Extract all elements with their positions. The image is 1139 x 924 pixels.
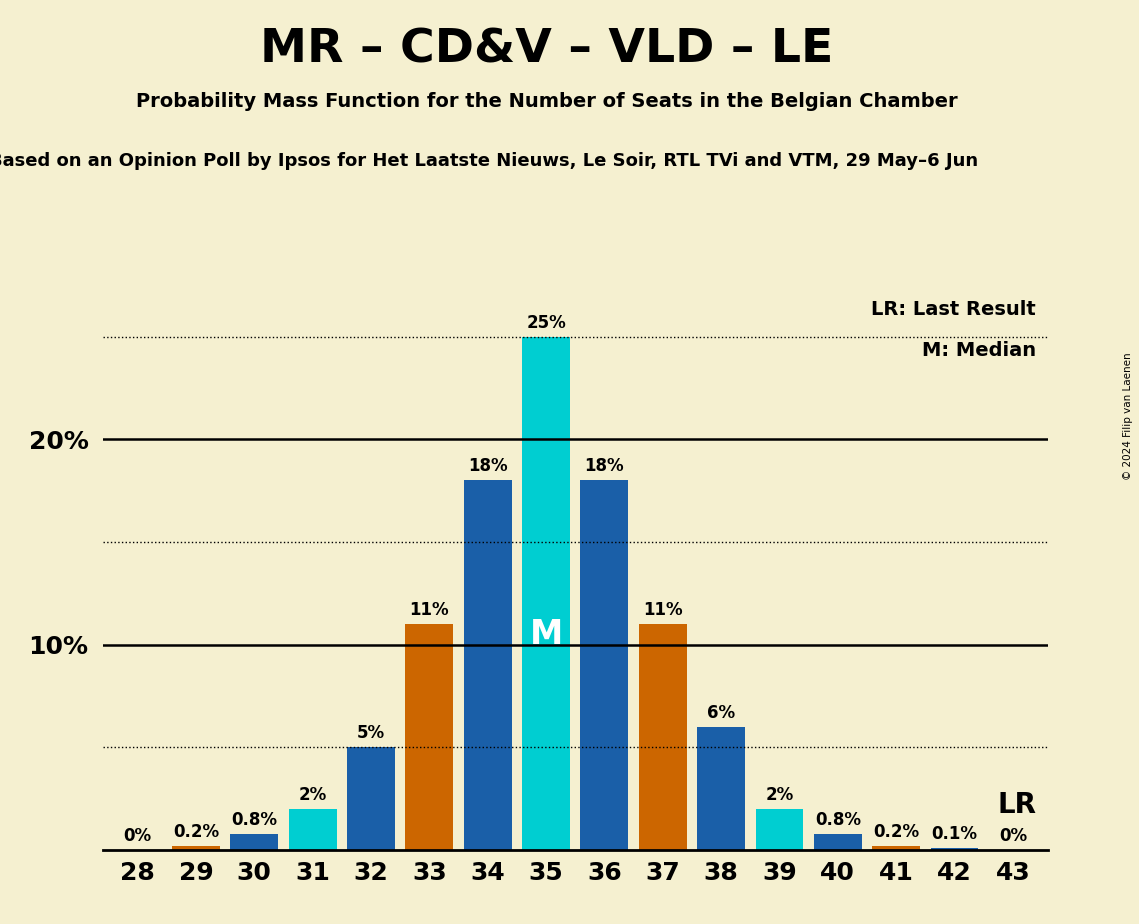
- Bar: [522, 336, 570, 850]
- Text: LR: Last Result: LR: Last Result: [871, 299, 1036, 319]
- Text: 0.8%: 0.8%: [814, 810, 861, 829]
- Text: 0%: 0%: [999, 827, 1027, 845]
- Text: Probability Mass Function for the Number of Seats in the Belgian Chamber: Probability Mass Function for the Number…: [136, 92, 958, 112]
- Bar: [755, 809, 803, 850]
- Text: M: Median: M: Median: [923, 341, 1036, 359]
- Bar: [464, 480, 511, 850]
- Bar: [639, 625, 687, 850]
- Text: 0.8%: 0.8%: [231, 810, 277, 829]
- Text: 2%: 2%: [765, 786, 794, 804]
- Text: 6%: 6%: [707, 704, 735, 722]
- Text: 0.2%: 0.2%: [173, 823, 219, 841]
- Text: 18%: 18%: [584, 457, 624, 475]
- Text: MR – CD&V – VLD – LE: MR – CD&V – VLD – LE: [260, 28, 834, 73]
- Text: 2%: 2%: [298, 786, 327, 804]
- Text: 25%: 25%: [526, 313, 566, 332]
- Text: 0.2%: 0.2%: [874, 823, 919, 841]
- Bar: [872, 846, 920, 850]
- Text: 0.1%: 0.1%: [932, 825, 977, 843]
- Text: © 2024 Filip van Laenen: © 2024 Filip van Laenen: [1123, 352, 1133, 480]
- Text: 11%: 11%: [410, 602, 449, 619]
- Text: M: M: [530, 618, 563, 651]
- Bar: [230, 833, 278, 850]
- Text: 11%: 11%: [642, 602, 682, 619]
- Bar: [405, 625, 453, 850]
- Text: 5%: 5%: [357, 724, 385, 742]
- Text: LR: LR: [998, 791, 1036, 819]
- Bar: [288, 809, 336, 850]
- Text: Based on an Opinion Poll by Ipsos for Het Laatste Nieuws, Le Soir, RTL TVi and V: Based on an Opinion Poll by Ipsos for He…: [0, 152, 977, 170]
- Bar: [172, 846, 220, 850]
- Bar: [581, 480, 629, 850]
- Bar: [697, 727, 745, 850]
- Text: 18%: 18%: [468, 457, 508, 475]
- Bar: [814, 833, 862, 850]
- Bar: [931, 848, 978, 850]
- Text: 0%: 0%: [123, 827, 151, 845]
- Bar: [347, 748, 395, 850]
